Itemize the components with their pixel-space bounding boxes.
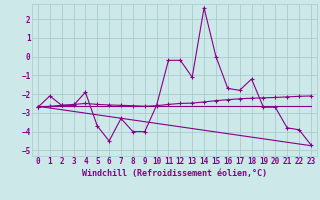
X-axis label: Windchill (Refroidissement éolien,°C): Windchill (Refroidissement éolien,°C) bbox=[82, 169, 267, 178]
